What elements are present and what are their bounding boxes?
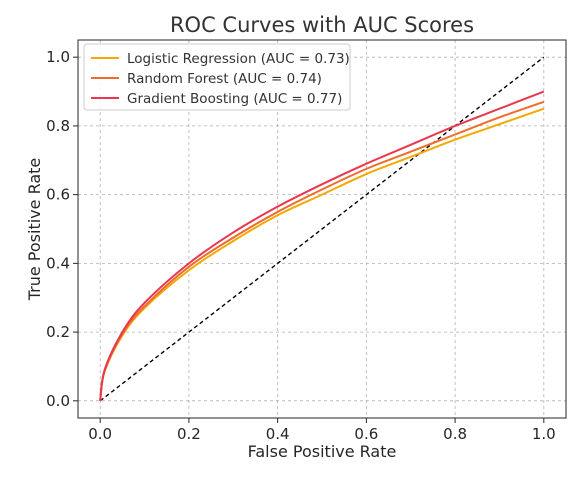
roc-curve-1 xyxy=(99,100,545,401)
reference-diagonal xyxy=(99,56,545,402)
x-tick-label: 0.6 xyxy=(354,425,378,443)
legend-box xyxy=(83,43,351,111)
x-tick-label: 1.0 xyxy=(532,425,556,443)
legend-label: Gradient Boosting (AUC = 0.77) xyxy=(127,91,342,107)
y-axis-label: True Positive Rate xyxy=(25,158,44,302)
y-tick-label: 0.8 xyxy=(46,117,70,135)
legend-label: Logistic Regression (AUC = 0.73) xyxy=(127,51,350,67)
x-tick-label: 0.0 xyxy=(88,425,112,443)
x-tick-label: 0.2 xyxy=(177,425,201,443)
y-axis-ticks: 0.0 0.2 0.4 0.6 0.8 1.0 xyxy=(46,48,78,410)
roc-curve-0 xyxy=(99,107,545,401)
chart-title: ROC Curves with AUC Scores xyxy=(170,13,474,37)
legend: Logistic Regression (AUC = 0.73) Random F… xyxy=(83,43,351,111)
x-tick-label: 0.8 xyxy=(443,425,467,443)
x-tick-label: 0.4 xyxy=(266,425,290,443)
reference-diagonal-line xyxy=(99,56,545,402)
plot-area-frame xyxy=(77,39,567,419)
y-tick-label: 0.6 xyxy=(46,186,70,204)
y-tick-label: 1.0 xyxy=(46,48,70,66)
x-axis-label: False Positive Rate xyxy=(248,442,397,461)
legend-label: Random Forest (AUC = 0.74) xyxy=(127,71,322,87)
x-axis-ticks: 0.0 0.2 0.4 0.6 0.8 1.0 xyxy=(88,418,556,443)
y-tick-label: 0.4 xyxy=(46,254,70,272)
y-tick-label: 0.2 xyxy=(46,323,70,341)
y-tick-label: 0.0 xyxy=(46,392,70,410)
roc-curve-2 xyxy=(99,90,545,401)
roc-curves xyxy=(99,90,545,401)
